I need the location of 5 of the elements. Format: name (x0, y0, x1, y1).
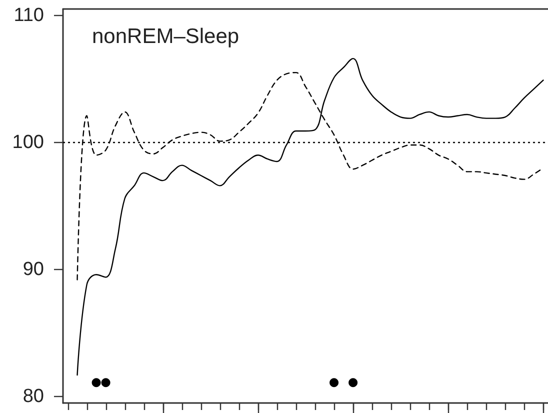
text: nonREM–Sleep (92, 25, 240, 48)
y-tick-label: 90 (22, 259, 44, 280)
y-tick-label: 100 (12, 132, 44, 153)
y-tick-label: 80 (22, 386, 44, 408)
y-tick-label: 110 (14, 4, 44, 26)
